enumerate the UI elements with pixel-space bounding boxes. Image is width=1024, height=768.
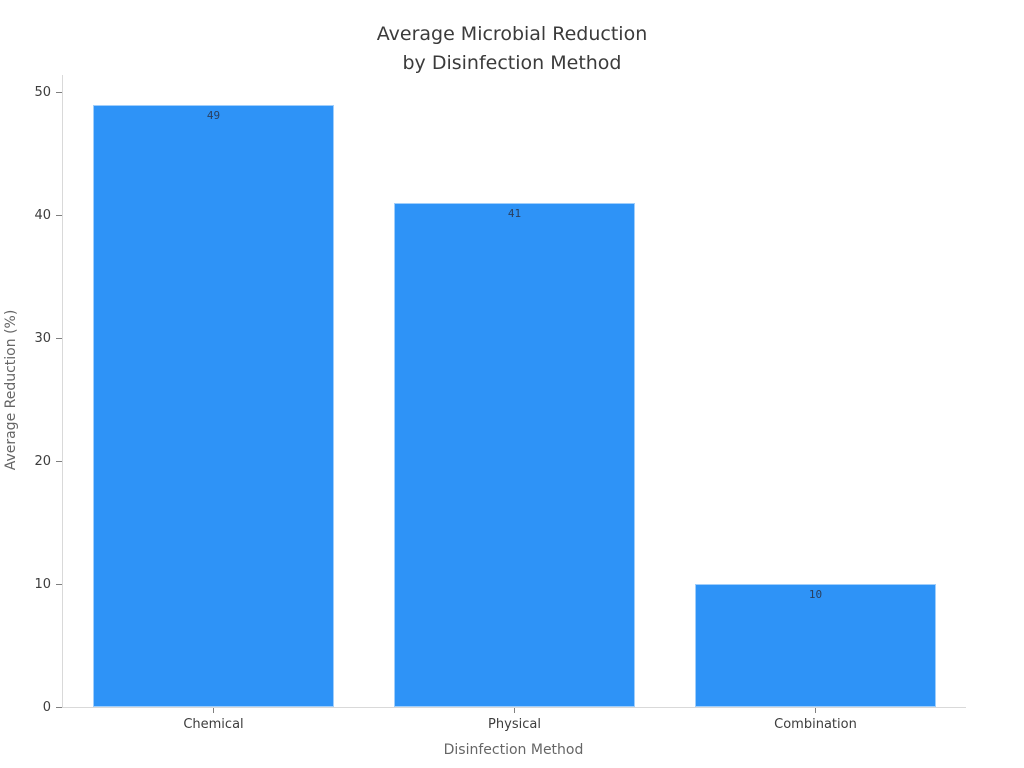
- y-tick-mark: [56, 337, 62, 339]
- bar: 41: [394, 203, 635, 707]
- y-tick-mark: [56, 215, 62, 217]
- x-axis-label: Disinfection Method: [443, 742, 584, 758]
- plot-area: 0 10 20 30 40 50 49 Chemical 41 Physical 10 Combina…: [34, 75, 966, 731]
- y-tick-label: 0: [42, 699, 51, 715]
- bar: 49: [93, 105, 334, 707]
- bar-value-label: 41: [507, 207, 522, 221]
- y-tick-label: 40: [34, 208, 51, 224]
- y-tick-mark: [56, 583, 62, 585]
- x-tick-mark: [815, 708, 816, 713]
- y-tick-label: 10: [34, 576, 51, 592]
- y-tick-mark: [56, 92, 62, 94]
- y-tick-mark: [56, 460, 62, 462]
- bar-value-label: 10: [808, 588, 823, 602]
- y-tick-label: 20: [34, 453, 51, 469]
- x-tick-mark: [213, 708, 214, 713]
- y-tick-label: 50: [34, 85, 51, 101]
- chart-title: Average Microbial Reduction by Disinfect…: [376, 23, 648, 74]
- y-axis-label: Average Reduction (%): [3, 309, 19, 471]
- bar: 10: [695, 584, 936, 707]
- x-tick-label: Combination: [774, 717, 857, 732]
- y-tick-label: 30: [34, 330, 51, 346]
- bar-value-label: 49: [206, 109, 221, 123]
- x-tick-mark: [514, 708, 515, 713]
- x-tick-label: Chemical: [183, 717, 244, 732]
- y-tick-mark: [56, 706, 62, 708]
- x-tick-label: Physical: [488, 717, 541, 732]
